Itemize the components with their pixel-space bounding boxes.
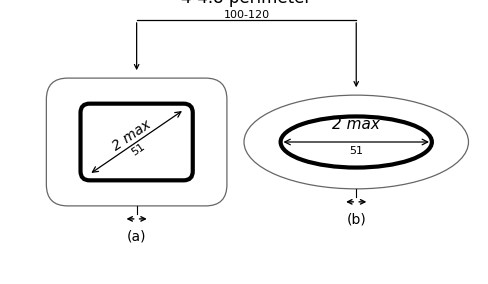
Text: 51: 51 [129, 142, 146, 158]
Text: (b): (b) [346, 213, 366, 227]
Text: 2 max: 2 max [110, 117, 154, 153]
Text: 2 max: 2 max [332, 117, 380, 132]
Text: 100-120: 100-120 [224, 10, 269, 20]
Text: 51: 51 [349, 146, 363, 156]
Text: 4-4.8 perimeter: 4-4.8 perimeter [182, 0, 311, 7]
Text: (a): (a) [127, 230, 146, 244]
